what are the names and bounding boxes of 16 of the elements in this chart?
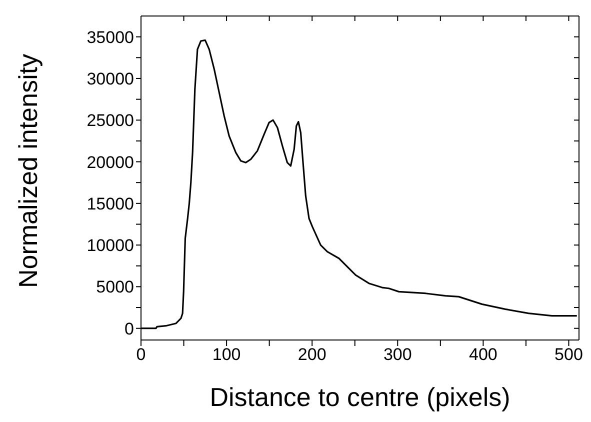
y-tick-label: 25000	[86, 111, 134, 130]
y-tick-label: 0	[124, 319, 134, 338]
x-tick-label: 500	[554, 345, 583, 364]
x-tick-label: 0	[136, 345, 146, 364]
y-tick-label: 35000	[86, 28, 134, 47]
x-tick-label: 100	[212, 345, 241, 364]
y-tick-label: 5000	[96, 278, 134, 297]
x-tick-label: 200	[298, 345, 326, 364]
x-axis-title: Distance to centre (pixels)	[210, 382, 510, 412]
y-tick-label: 15000	[86, 194, 134, 214]
x-tick-label: 300	[383, 345, 412, 364]
y-tick-label: 30000	[86, 70, 134, 89]
y-axis-title: Normalized intensity	[13, 54, 44, 288]
y-tick-label: 10000	[86, 236, 134, 256]
x-tick-label: 400	[469, 345, 498, 364]
y-tick-label: 20000	[86, 152, 134, 172]
